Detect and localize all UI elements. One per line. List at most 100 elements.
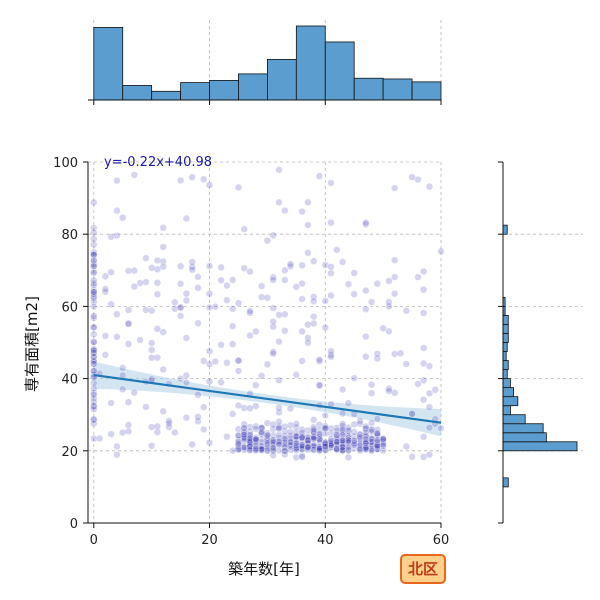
scatter-point [379, 324, 387, 332]
right-histogram-bar [502, 333, 509, 343]
scatter-point [113, 442, 121, 451]
scatter-point [148, 307, 156, 315]
scatter-point [269, 444, 277, 452]
scatter-point [176, 176, 185, 185]
scatter-point [321, 261, 329, 269]
right-histogram-bar [502, 378, 511, 389]
scatter-point [275, 311, 283, 319]
scatter-point [338, 431, 347, 439]
scatter-point [373, 425, 381, 434]
scatter-point [182, 290, 191, 298]
scatter-point [321, 424, 329, 433]
scatter-point [373, 436, 381, 444]
scatter-point [437, 247, 445, 256]
scatter-point [240, 404, 248, 412]
scatter-point [327, 219, 335, 227]
scatter-point [298, 429, 306, 437]
scatter-point [119, 428, 127, 437]
scatter-point [182, 371, 191, 380]
scatter-point [304, 221, 312, 229]
scatter-point [281, 447, 289, 455]
scatter-point [356, 445, 364, 454]
scatter-point [90, 330, 98, 338]
right-histogram-bar [502, 369, 508, 380]
scatter-point [240, 437, 248, 445]
x-axis-label: 築年数[年] [228, 560, 300, 578]
scatter-point [292, 432, 300, 441]
scatter-point [107, 300, 115, 308]
scatter-point [153, 325, 162, 333]
scatter-point [385, 387, 393, 395]
top-histogram-bar [411, 81, 442, 101]
scatter-point [419, 359, 428, 368]
y-tick-label: 20 [61, 445, 78, 460]
right-histogram-bar [502, 360, 509, 370]
scatter-point [240, 424, 248, 432]
scatter-point [263, 294, 272, 302]
scatter-point [402, 307, 410, 315]
scatter-point [281, 276, 289, 284]
scatter-point [373, 415, 381, 423]
scatter-point [327, 263, 335, 271]
scatter-point [240, 431, 248, 439]
scatter-point [275, 166, 283, 174]
scatter-point [338, 420, 347, 428]
scatter-point [90, 262, 98, 270]
scatter-point [344, 443, 353, 452]
scatter-point [292, 429, 300, 437]
scatter-point [321, 323, 329, 332]
scatter-point [211, 303, 219, 311]
scatter-point [362, 332, 370, 341]
scatter-point [234, 438, 243, 446]
region-badge: 北区 [400, 554, 447, 584]
scatter-point [304, 339, 312, 347]
scatter-point [217, 276, 225, 285]
scatter-point [194, 284, 202, 292]
scatter-point [148, 346, 156, 354]
scatter-point [148, 423, 156, 431]
scatter-point [362, 286, 370, 295]
scatter-point [159, 262, 167, 271]
scatter-point [310, 434, 318, 443]
x-tick-label: 20 [201, 533, 218, 548]
scatter-point [252, 402, 260, 410]
scatter-point [281, 266, 289, 275]
scatter-point [310, 423, 318, 431]
scatter-point [165, 423, 173, 431]
regression-equation: y=-0.22x+40.98 [104, 155, 212, 170]
scatter-point [286, 421, 295, 429]
scatter-point [385, 277, 393, 285]
scatter-point [229, 305, 237, 313]
scatter-point [327, 347, 335, 355]
scatter-point [263, 439, 272, 447]
y-tick-label: 80 [61, 228, 78, 243]
scatter-point [298, 426, 306, 434]
scatter-point [286, 428, 295, 436]
scatter-point [90, 391, 98, 399]
right-histogram-bar [502, 441, 578, 452]
scatter-point [124, 306, 133, 314]
scatter-point [362, 305, 370, 313]
scatter-point [240, 428, 248, 436]
scatter-point [252, 446, 260, 455]
scatter-point [269, 451, 277, 459]
scatter-point [182, 334, 191, 342]
scatter-point [176, 303, 185, 312]
scatter-point [257, 293, 266, 301]
scatter-point [327, 291, 335, 300]
scatter-point [310, 319, 318, 328]
scatter-point [350, 437, 358, 445]
scatter-point [408, 410, 416, 418]
scatter-point [263, 419, 272, 427]
scatter-point [367, 389, 376, 397]
right-histogram-bar [502, 405, 511, 416]
scatter-point [176, 262, 185, 270]
scatter-point [367, 381, 376, 389]
scatter-point [327, 424, 335, 433]
scatter-point [304, 426, 312, 435]
top-histogram-bar [93, 27, 124, 101]
scatter-point [252, 422, 260, 430]
scatter-point [385, 385, 393, 393]
scatter-point [252, 435, 260, 444]
scatter-point [269, 425, 277, 433]
